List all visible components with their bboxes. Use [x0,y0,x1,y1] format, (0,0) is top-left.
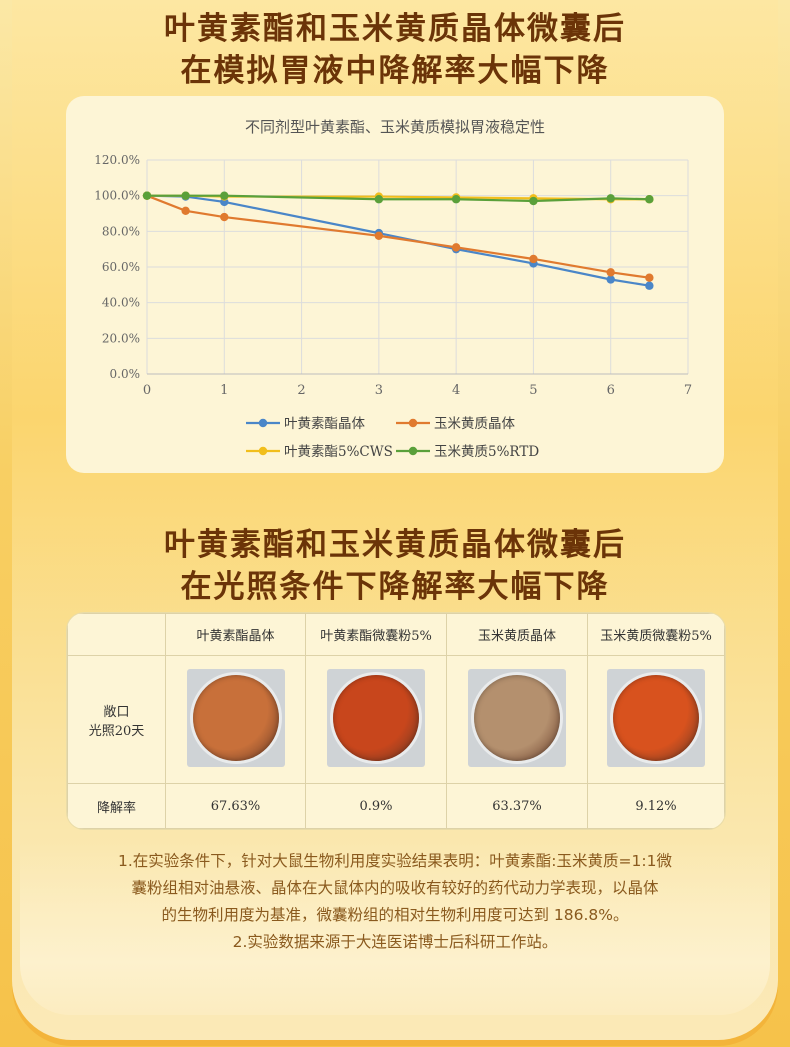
legend-marker [408,446,418,456]
legend-marker [258,418,268,428]
notes-panel [20,840,770,1015]
data-point [451,243,461,252]
rate-cell: 9.12% [587,783,725,829]
header-cell: 玉米黄质晶体 [446,613,588,656]
data-point [606,194,615,203]
x-tick-label: 5 [529,383,537,398]
petri-dish [474,674,560,761]
y-tick-label: 80.0% [102,224,140,238]
x-tick-label: 6 [607,383,615,398]
note-line: 囊粉组相对油悬液、晶体在大鼠体内的吸收有较好的药代动力学表现，以晶体 [131,879,659,897]
header-cell: 叶黄素酯微囊粉5% [305,613,447,656]
petri-dish [192,674,279,761]
sample-photo [327,668,425,767]
series-line [147,194,650,203]
y-tick-label: 100.0% [94,189,140,203]
petri-dish [613,674,699,761]
note-line: 1.在实验条件下，针对大鼠生物利用度实验结果表明：叶黄素酯:玉米黄质=1:1微 [118,852,672,870]
row-label: 降解率 [67,783,166,829]
data-point [374,195,384,204]
data-point [220,191,229,200]
data-point [529,196,538,206]
note-line: 2.实验数据来源于大连医诺博士后科研工作站。 [232,933,558,951]
header-cell: 玉米黄质微囊粉5% [587,613,725,656]
comparison-table: 叶黄素酯晶体 叶黄素酯微囊粉5% 玉米黄质晶体 玉米黄质微囊粉5% 敞口 光照2… [67,613,725,829]
stability-line-chart: 不同剂型叶黄素酯、玉米黄质模拟胃液稳定性 0.0% 20.0% 40.0% 60.0% 8… [94,118,692,460]
data-point [529,254,538,264]
chart-title: 不同剂型叶黄素酯、玉米黄质模拟胃液稳定性 [245,118,545,136]
sample-cell [587,655,725,784]
header-cell: 叶黄素酯晶体 [165,613,306,656]
series-line [146,194,650,287]
data-point [606,275,615,284]
footnotes: 1.在实验条件下，针对大鼠生物利用度实验结果表明：叶黄素酯:玉米黄质=1:1微 … [60,848,730,956]
heading-line: 叶黄素酯和玉米黄质晶体微囊后 [164,11,626,47]
legend-label: 叶黄素酯5%CWS [284,444,393,460]
rate-cell: 0.9% [305,783,447,829]
y-tick-label: 120.0% [94,153,140,167]
legend-marker [408,418,418,428]
x-tick-label: 1 [220,383,228,398]
section-heading-1: 叶黄素酯和玉米黄质晶体微囊后 在模拟胃液中降解率大幅下降 [0,8,790,92]
row-label-line: 光照20天 [88,723,145,739]
data-point [606,268,615,277]
legend-label: 叶黄素酯晶体 [284,416,365,432]
x-tick-label: 0 [143,383,151,398]
sample-cell [165,655,306,784]
legend-label: 玉米黄质晶体 [434,416,515,432]
data-point [451,195,461,204]
data-point [645,273,654,282]
table-row: 降解率 67.63% 0.9% 63.37% 9.12% [67,783,725,829]
data-point [645,195,654,204]
data-point [142,191,152,200]
table-header-row: 叶黄素酯晶体 叶黄素酯微囊粉5% 玉米黄质晶体 玉米黄质微囊粉5% [67,613,725,656]
header-cell [67,613,166,656]
data-point [645,281,654,290]
x-tick-label: 3 [375,383,383,398]
sample-cell [446,655,588,784]
x-tick-label: 2 [297,383,305,398]
row-label-line: 敞口 [103,704,130,720]
data-point [181,191,190,200]
note-line: 的生物利用度为基准，微囊粉组的相对生物利用度可达到 186.8%。 [161,906,629,924]
table-row: 敞口 光照20天 [67,655,725,784]
x-tick-label: 7 [684,383,692,398]
sample-photo [468,668,566,767]
chart-card: 不同剂型叶黄素酯、玉米黄质模拟胃液稳定性 0.0% 20.0% 40.0% 60.0% 8… [66,96,724,473]
y-tick-label: 40.0% [102,296,140,310]
data-point [181,206,190,216]
rate-cell: 67.63% [165,783,306,829]
rate-cell: 63.37% [446,783,588,829]
x-tick-label: 4 [452,383,460,398]
y-tick-label: 0.0% [110,367,141,381]
heading-line: 叶黄素酯和玉米黄质晶体微囊后 [164,527,626,563]
series-line [146,194,650,279]
y-tick-label: 60.0% [102,260,140,274]
heading-line: 在光照条件下降解率大幅下降 [180,569,610,605]
row-label: 敞口 光照20天 [67,655,166,784]
sample-photo [186,668,285,767]
legend-marker [258,446,268,456]
sample-photo [607,668,705,767]
data-point [374,231,384,240]
y-tick-label: 20.0% [102,331,140,345]
section-heading-2: 叶黄素酯和玉米黄质晶体微囊后 在光照条件下降解率大幅下降 [0,524,790,608]
petri-dish [333,674,419,761]
sample-cell [305,655,447,784]
legend-label: 玉米黄质5%RTD [434,444,539,460]
heading-line: 在模拟胃液中降解率大幅下降 [180,53,610,89]
data-point [220,212,229,222]
light-degradation-table: 叶黄素酯晶体 叶黄素酯微囊粉5% 玉米黄质晶体 玉米黄质微囊粉5% 敞口 光照2… [66,612,726,830]
